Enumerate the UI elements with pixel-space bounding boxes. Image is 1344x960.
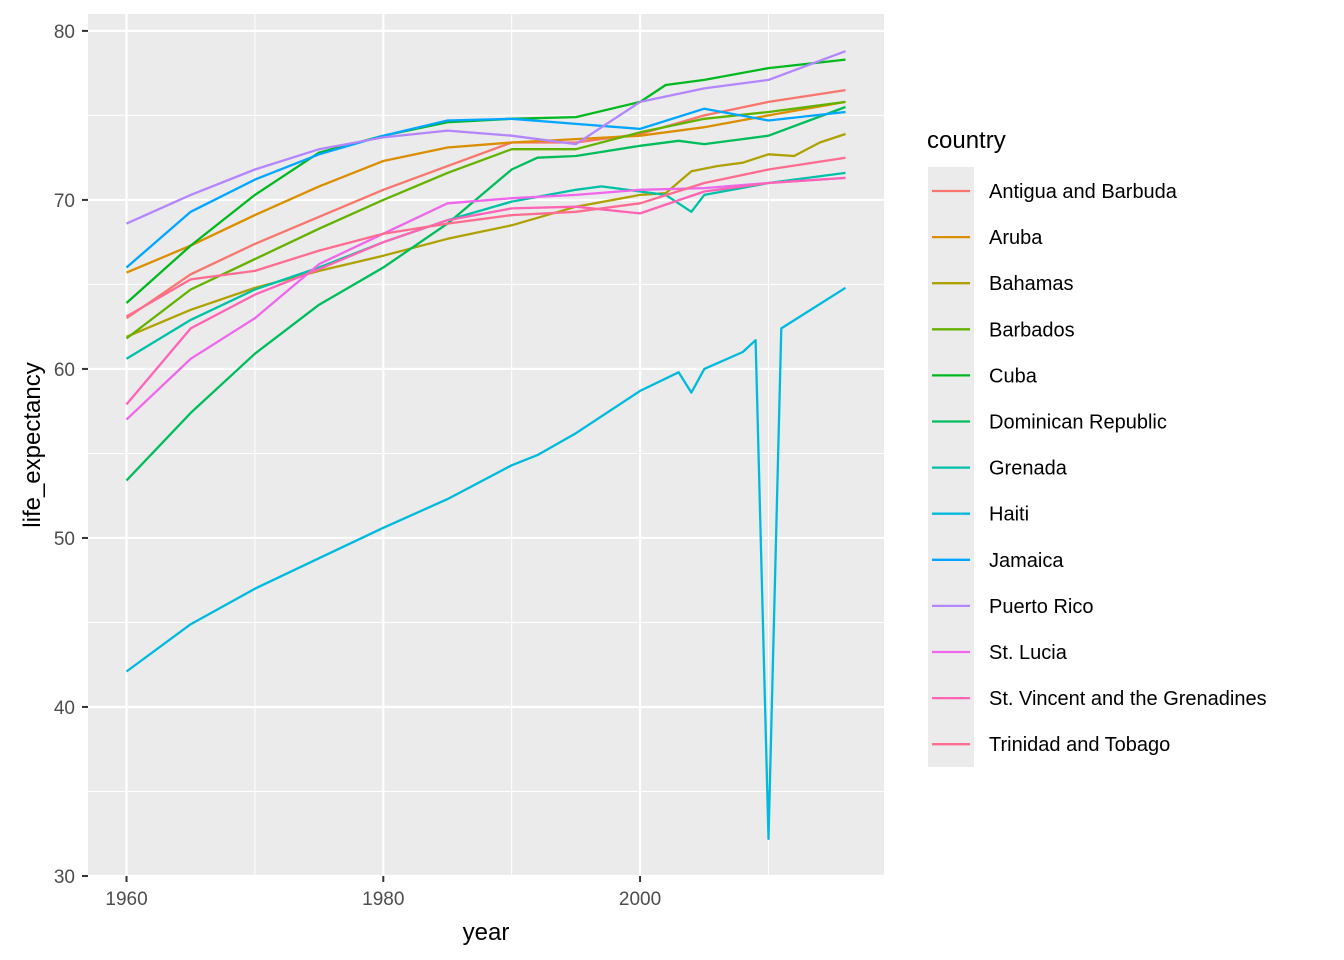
x-tick-label: 1980	[362, 889, 404, 910]
series-line	[125, 88, 846, 320]
y-axis-title: life_expectancy	[19, 362, 46, 527]
y-tick-label: 40	[54, 698, 75, 719]
legend: country Antigua and Barbuda Aruba Bahamas B…	[927, 127, 1267, 767]
legend-label: Aruba	[989, 227, 1043, 249]
legend-label: Bahamas	[989, 273, 1074, 295]
legend-label: Grenada	[989, 458, 1068, 480]
series-lines	[125, 50, 847, 840]
legend-label: Haiti	[989, 504, 1029, 526]
legend-label: Jamaica	[989, 550, 1064, 572]
series-line	[125, 176, 846, 406]
y-tick-label: 50	[54, 529, 75, 550]
x-axis: 1960 1980 2000	[105, 876, 661, 910]
y-tick-label: 70	[54, 191, 75, 212]
major-gridlines	[88, 14, 884, 878]
y-axis: 30 40 50 60 70 80	[54, 22, 88, 888]
series-line	[125, 105, 846, 482]
series-line	[125, 100, 846, 340]
series-line	[125, 156, 846, 318]
legend-title: country	[927, 127, 1006, 154]
y-tick-label: 60	[54, 360, 75, 381]
x-axis-title: year	[463, 919, 510, 946]
legend-label: St. Vincent and the Grenadines	[989, 688, 1267, 710]
legend-label: Cuba	[989, 365, 1038, 387]
x-tick-label: 2000	[619, 889, 661, 910]
series-line	[125, 286, 847, 840]
x-tick-label: 1960	[105, 889, 147, 910]
legend-items: Antigua and Barbuda Aruba Bahamas Barbados C…	[932, 181, 1267, 756]
legend-label: St. Lucia	[989, 642, 1068, 664]
series-line	[125, 107, 846, 269]
legend-label: Antigua and Barbuda	[989, 181, 1178, 203]
legend-label: Dominican Republic	[989, 412, 1167, 434]
y-tick-label: 30	[54, 867, 75, 888]
minor-gridlines	[88, 14, 884, 876]
plot-panel	[88, 14, 884, 876]
y-tick-label: 80	[54, 22, 75, 43]
legend-label: Barbados	[989, 319, 1075, 341]
series-line	[126, 50, 846, 225]
legend-label: Trinidad and Tobago	[989, 734, 1170, 756]
series-line	[125, 176, 846, 421]
legend-label: Puerto Rico	[989, 596, 1094, 618]
series-line	[126, 100, 846, 274]
series-line	[125, 171, 846, 360]
